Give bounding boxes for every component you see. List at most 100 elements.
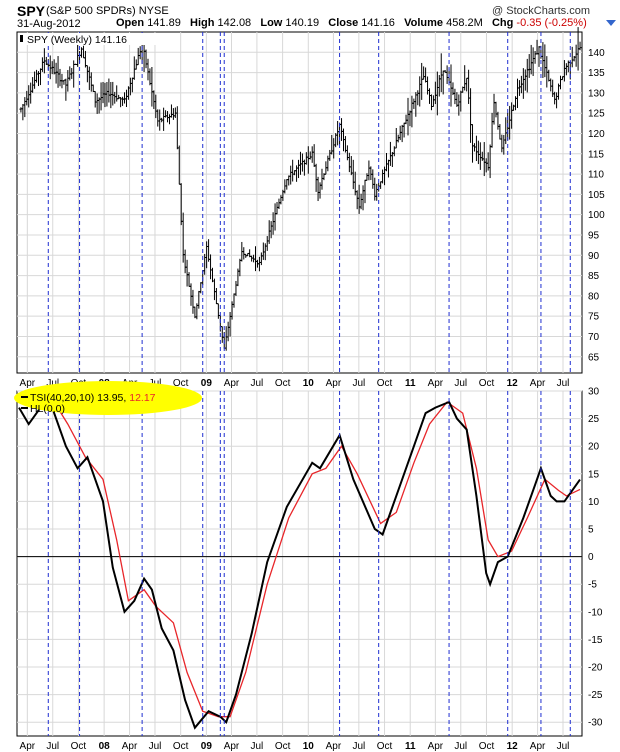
x-tick-label: Jul — [149, 741, 162, 752]
x-tick-label: Apr — [530, 378, 546, 389]
x-tick-label: Oct — [71, 741, 87, 752]
indicator-y-tick: 5 — [588, 525, 594, 536]
low-value: 140.19 — [285, 17, 320, 29]
price-legend-icon — [20, 35, 23, 42]
x-tick-label: Jul — [557, 378, 570, 389]
x-tick-label: Apr — [428, 378, 444, 389]
price-y-tick: 75 — [588, 312, 600, 323]
indicator-y-tick: -5 — [588, 580, 597, 591]
indicator-y-tick: -15 — [588, 635, 603, 646]
price-y-tick: 120 — [588, 129, 605, 140]
x-tick-label: Apr — [326, 741, 342, 752]
x-tick-label: Apr — [326, 378, 342, 389]
x-tick-label: Apr — [224, 741, 240, 752]
price-y-tick: 130 — [588, 88, 605, 99]
x-tick-label: Apr — [224, 378, 240, 389]
price-y-tick: 85 — [588, 271, 600, 282]
x-tick-label: Apr — [428, 741, 444, 752]
price-y-tick: 90 — [588, 251, 600, 262]
indicator-y-tick: -10 — [588, 607, 603, 618]
x-tick-label: Jul — [251, 378, 264, 389]
price-y-tick: 95 — [588, 230, 600, 241]
price-y-tick: 135 — [588, 68, 605, 79]
x-tick-label: Jul — [46, 741, 59, 752]
hl-legend-label: HL(0.0) — [30, 403, 65, 415]
dropdown-caret-icon[interactable] — [606, 20, 616, 26]
indicator-y-tick: 15 — [588, 469, 600, 480]
chart-date: 31-Aug-2012 — [17, 18, 81, 30]
indicator-y-tick: 10 — [588, 497, 600, 508]
x-tick-label: Oct — [275, 741, 291, 752]
volume-label: Volume — [404, 17, 444, 29]
open-label: Open — [116, 17, 145, 29]
indicator-y-tick: -30 — [588, 718, 603, 729]
low-label: Low — [260, 17, 283, 29]
symbol-description: (S&P 500 SPDRs) NYSE — [46, 5, 169, 17]
x-tick-label: 08 — [99, 741, 111, 752]
price-legend-bg — [18, 33, 158, 45]
price-y-tick: 65 — [588, 352, 600, 363]
x-tick-label: Oct — [377, 378, 393, 389]
volume-value: 458.2M — [446, 17, 483, 29]
x-tick-label: Jul — [46, 378, 59, 389]
indicator-y-tick: 25 — [588, 414, 600, 425]
indicator-y-tick: -25 — [588, 690, 603, 701]
close-value: 141.16 — [361, 17, 395, 29]
x-tick-label: Oct — [275, 378, 291, 389]
x-tick-label: Jul — [352, 378, 365, 389]
price-bar — [578, 41, 582, 51]
x-tick-label: 10 — [303, 741, 315, 752]
x-tick-label: Apr — [20, 378, 36, 389]
tsi-legend-label: TSI(40,20,10) 13.95, 12.17 — [30, 392, 156, 404]
legend-highlight — [14, 381, 202, 415]
price-panel-frame — [16, 31, 583, 374]
x-tick-label: Oct — [173, 741, 189, 752]
open-value: 141.89 — [147, 17, 181, 29]
security-name: (S&P 500 SPDRs) — [46, 5, 136, 17]
high-value: 142.08 — [217, 17, 252, 29]
signal-line — [42, 401, 581, 718]
price-y-tick: 105 — [588, 190, 605, 201]
symbol: SPY — [17, 3, 46, 19]
x-tick-label: 10 — [303, 378, 315, 389]
x-tick-label: Oct — [377, 741, 393, 752]
price-y-tick: 140 — [588, 48, 605, 59]
x-tick-label: Apr — [20, 741, 36, 752]
price-legend-label: SPY (Weekly) 141.16 — [27, 34, 127, 46]
x-tick-label: 12 — [507, 741, 519, 752]
high-label: High — [190, 17, 215, 29]
change-label: Chg — [491, 17, 514, 29]
signal-legend-value: 12.17 — [129, 392, 155, 404]
x-tick-label: Oct — [479, 741, 495, 752]
x-tick-label: 09 — [201, 741, 213, 752]
change-value: -0.35 (-0.25%) — [516, 17, 587, 29]
indicator-y-tick: -20 — [588, 663, 603, 674]
indicator-y-tick: 30 — [588, 387, 600, 398]
x-tick-label: Jul — [251, 741, 264, 752]
price-y-tick: 80 — [588, 291, 600, 302]
x-tick-label: 12 — [507, 378, 519, 389]
indicator-y-tick: 20 — [588, 442, 600, 453]
x-tick-label: 09 — [201, 378, 213, 389]
x-tick-label: Apr — [122, 741, 138, 752]
tsi-line — [18, 394, 581, 730]
watermark: @ StockCharts.com — [492, 5, 590, 17]
x-tick-label: Apr — [530, 741, 546, 752]
x-tick-label: Oct — [479, 378, 495, 389]
price-y-tick: 110 — [588, 170, 604, 181]
price-y-tick: 115 — [588, 149, 604, 160]
close-label: Close — [328, 17, 359, 29]
indicator-y-tick: 0 — [588, 552, 594, 563]
price-bars — [19, 27, 582, 351]
price-y-tick: 125 — [588, 109, 605, 120]
ohlc-summary: Open 141.89 High 142.08 Low 140.19 Close… — [116, 17, 587, 29]
x-tick-label: Oct — [173, 378, 189, 389]
indicator-panel-frame — [16, 390, 583, 737]
x-tick-label: Jul — [352, 741, 365, 752]
x-tick-label: Jul — [454, 741, 467, 752]
price-y-tick: 100 — [588, 210, 605, 221]
x-tick-label: 11 — [405, 378, 416, 389]
x-tick-label: Jul — [454, 378, 467, 389]
x-tick-label: Jul — [557, 741, 570, 752]
